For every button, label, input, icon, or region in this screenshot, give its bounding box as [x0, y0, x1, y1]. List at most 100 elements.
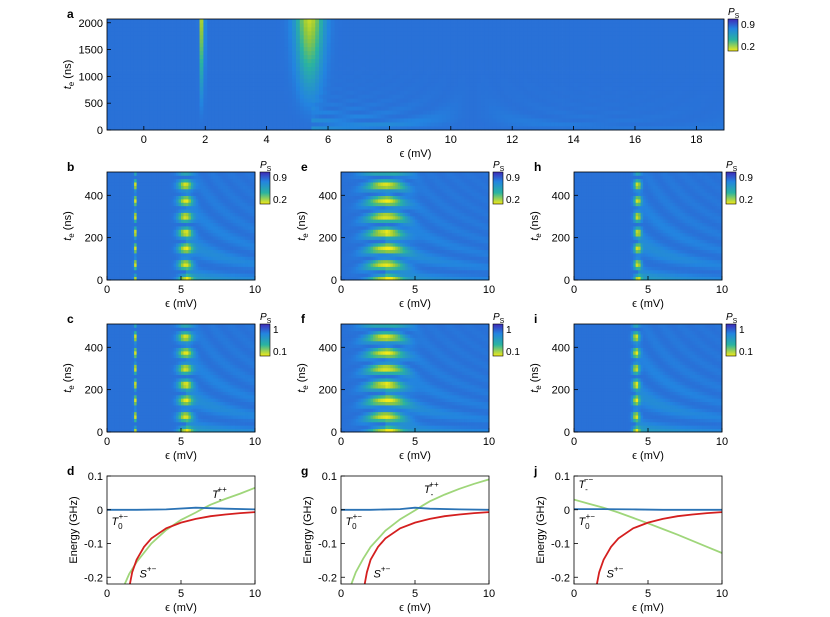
heatmap-cell	[241, 50, 247, 56]
x-tick-label: 2	[202, 134, 208, 146]
heatmap-cell	[411, 46, 416, 52]
heatmap-cell	[585, 106, 590, 111]
heatmap-cell	[353, 19, 359, 24]
heatmap-cell	[369, 118, 374, 123]
heatmap-cell	[423, 86, 428, 91]
heatmap-cell	[608, 46, 613, 52]
heatmap-cell	[119, 185, 123, 190]
heatmap-cell	[114, 122, 119, 127]
heatmap-cell	[265, 102, 270, 107]
heatmap-cell	[326, 58, 332, 63]
heatmap-cell	[546, 94, 551, 99]
heatmap-cell	[419, 122, 424, 127]
heatmap-cell	[434, 126, 440, 131]
heatmap-cell	[427, 34, 432, 40]
heatmap-cell	[110, 90, 116, 95]
heatmap-cell	[581, 38, 586, 44]
heatmap-cell	[288, 54, 293, 60]
heatmap-cell	[222, 118, 227, 123]
heatmap-cell	[515, 30, 521, 36]
heatmap-cell	[168, 42, 173, 48]
heatmap-cell	[195, 42, 200, 48]
heatmap-cell	[180, 110, 185, 115]
heatmap-cell	[600, 70, 605, 75]
heatmap-cell	[488, 42, 494, 48]
heatmap-cell	[353, 34, 359, 40]
heatmap-cell	[307, 86, 312, 91]
heatmap-cell	[346, 19, 351, 24]
heatmap-cell	[211, 122, 216, 127]
heatmap-cell	[612, 98, 617, 103]
heatmap-cell	[616, 110, 621, 115]
heatmap-cell	[650, 94, 655, 99]
heatmap-cell	[508, 106, 513, 111]
heatmap-cell	[465, 38, 470, 44]
heatmap-cell	[295, 70, 301, 75]
heatmap-cell	[677, 98, 682, 103]
heatmap-cell	[122, 82, 127, 87]
heatmap-cell	[527, 86, 532, 91]
heatmap-cell	[419, 94, 424, 99]
heatmap-cell	[116, 172, 120, 176]
heatmap-cell	[646, 38, 652, 44]
heatmap-cell	[562, 126, 567, 131]
heatmap-cell	[473, 118, 478, 123]
heatmap-cell	[145, 30, 150, 36]
heatmap-cell	[195, 22, 200, 28]
heatmap-cell	[469, 38, 474, 44]
heatmap-cell	[292, 126, 297, 131]
heatmap-cell	[299, 46, 305, 52]
heatmap-cell	[110, 82, 116, 87]
heatmap-cell	[126, 242, 130, 247]
heatmap-cell	[295, 62, 301, 67]
heatmap-cell	[319, 122, 324, 127]
heatmap-cell	[600, 38, 605, 44]
heatmap-cell	[500, 50, 505, 56]
heatmap-cell	[508, 126, 513, 131]
heatmap-cell	[315, 66, 320, 71]
heatmap-cell	[585, 66, 590, 71]
heatmap-cell	[415, 106, 420, 111]
heatmap-cell	[454, 46, 459, 52]
heatmap-cell	[704, 58, 709, 63]
heatmap-cell	[427, 70, 432, 75]
heatmap-cell	[126, 42, 131, 48]
heatmap-cell	[365, 62, 370, 67]
heatmap-cell	[604, 98, 609, 103]
heatmap-cell	[596, 78, 601, 83]
heatmap-cell	[477, 90, 482, 95]
heatmap-cell	[184, 78, 189, 83]
heatmap-cell	[697, 106, 702, 111]
heatmap-cell	[153, 66, 158, 71]
heatmap-cell	[116, 229, 120, 234]
heatmap-cell	[234, 26, 239, 32]
heatmap-cell	[203, 34, 208, 40]
heatmap-cell	[121, 195, 125, 200]
heatmap-cell	[168, 102, 173, 107]
heatmap-cell	[139, 236, 142, 240]
heatmap-cell	[361, 42, 366, 48]
heatmap-cell	[180, 50, 185, 56]
heatmap-cell	[284, 54, 289, 60]
heatmap-cell	[124, 246, 128, 251]
heatmap-cell	[631, 30, 636, 36]
heatmap-cell	[369, 114, 374, 119]
heatmap-cell	[180, 38, 185, 44]
heatmap-cell	[708, 86, 713, 91]
heatmap-cell	[353, 86, 359, 91]
heatmap-cell	[427, 90, 432, 95]
heatmap-cell	[685, 66, 690, 71]
heatmap-cell	[238, 30, 243, 36]
heatmap-cell	[299, 74, 305, 79]
heatmap-cell	[139, 226, 142, 230]
heatmap-cell	[446, 26, 451, 32]
heatmap-cell	[484, 126, 490, 131]
heatmap-cell	[338, 30, 343, 36]
heatmap-cell	[515, 50, 521, 56]
heatmap-cell	[465, 98, 470, 103]
heatmap-cell	[442, 66, 447, 71]
heatmap-cell	[118, 50, 123, 56]
heatmap-cell	[111, 202, 115, 207]
heatmap-cell	[596, 98, 601, 103]
heatmap-cell	[442, 122, 447, 127]
